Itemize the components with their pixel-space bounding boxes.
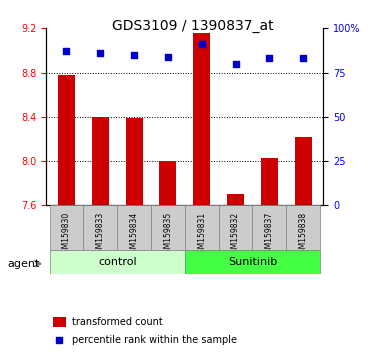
Bar: [159, 161, 176, 205]
Bar: [227, 194, 244, 205]
Text: GSM159835: GSM159835: [163, 212, 172, 258]
FancyBboxPatch shape: [219, 205, 253, 250]
FancyBboxPatch shape: [151, 205, 185, 250]
FancyBboxPatch shape: [50, 205, 84, 250]
Bar: [126, 119, 142, 205]
FancyBboxPatch shape: [50, 250, 185, 274]
Bar: [193, 33, 210, 205]
Point: [300, 56, 306, 61]
Bar: [261, 158, 278, 205]
FancyBboxPatch shape: [286, 205, 320, 250]
Point: [199, 41, 205, 47]
Text: percentile rank within the sample: percentile rank within the sample: [72, 335, 238, 345]
Text: control: control: [98, 257, 137, 267]
Text: GSM159830: GSM159830: [62, 212, 71, 258]
Point: [97, 50, 103, 56]
Point: [64, 48, 70, 54]
FancyBboxPatch shape: [84, 205, 117, 250]
Bar: [295, 137, 311, 205]
Point: [233, 61, 239, 67]
Text: GSM159832: GSM159832: [231, 212, 240, 258]
Text: GDS3109 / 1390837_at: GDS3109 / 1390837_at: [112, 19, 273, 34]
Text: GSM159838: GSM159838: [299, 212, 308, 258]
Text: Sunitinib: Sunitinib: [228, 257, 277, 267]
Text: GSM159837: GSM159837: [265, 212, 274, 258]
Text: agent: agent: [8, 259, 40, 269]
Bar: [92, 117, 109, 205]
FancyBboxPatch shape: [185, 250, 320, 274]
Bar: [58, 75, 75, 205]
FancyBboxPatch shape: [185, 205, 219, 250]
Text: GSM159831: GSM159831: [197, 212, 206, 258]
Text: GSM159834: GSM159834: [130, 212, 139, 258]
Point: [165, 54, 171, 59]
Point: [266, 56, 273, 61]
Text: transformed count: transformed count: [72, 317, 163, 327]
Point: [56, 337, 62, 343]
FancyBboxPatch shape: [253, 205, 286, 250]
Text: GSM159833: GSM159833: [96, 212, 105, 258]
Point: [131, 52, 137, 58]
Bar: [53, 317, 66, 327]
FancyBboxPatch shape: [117, 205, 151, 250]
